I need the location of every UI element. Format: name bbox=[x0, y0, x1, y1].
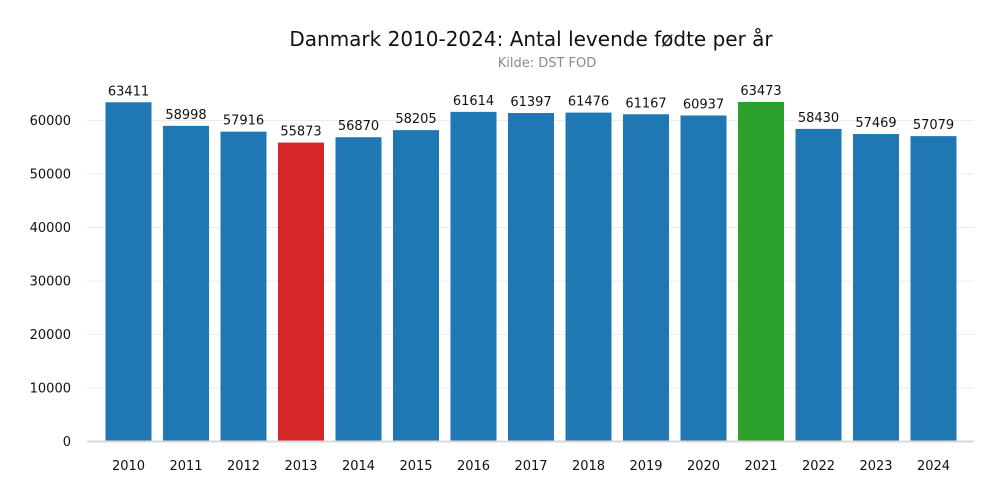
bar-2024 bbox=[910, 136, 957, 442]
bar-value-label-2018: 61476 bbox=[568, 95, 609, 110]
bar-value-label-2011: 58998 bbox=[165, 108, 206, 123]
y-tick-label: 0 bbox=[63, 435, 71, 450]
bar-value-label-2022: 58430 bbox=[798, 111, 839, 126]
bar-2018 bbox=[565, 112, 612, 442]
bar-value-label-2017: 61397 bbox=[510, 95, 551, 110]
bar-2013 bbox=[278, 142, 324, 442]
y-tick-label: 10000 bbox=[30, 382, 71, 397]
bar-value-label-2016: 61614 bbox=[453, 94, 494, 109]
y-tick-label: 40000 bbox=[30, 221, 71, 236]
x-axis-ticks: 2010 2011 2012 2013 2014 2015 2016 2017 2018 2019… bbox=[112, 459, 950, 474]
bars bbox=[105, 101, 957, 442]
bar-2020 bbox=[680, 115, 727, 442]
bar-value-label-2023: 57469 bbox=[855, 116, 896, 131]
x-tick-label-2011: 2011 bbox=[169, 459, 202, 474]
bar-value-label-2014: 56870 bbox=[338, 119, 379, 134]
bar-value-label-2010: 63411 bbox=[108, 84, 149, 99]
x-tick-label-2018: 2018 bbox=[572, 459, 605, 474]
bar-2014 bbox=[335, 137, 382, 442]
bar-value-label-2020: 60937 bbox=[683, 97, 724, 112]
x-tick-label-2016: 2016 bbox=[457, 459, 490, 474]
chart-subtitle: Kilde: DST FOD bbox=[498, 56, 597, 71]
bar-value-label-2015: 58205 bbox=[395, 112, 436, 127]
x-tick-label-2017: 2017 bbox=[514, 459, 547, 474]
x-tick-label-2014: 2014 bbox=[342, 459, 375, 474]
x-tick-label-2023: 2023 bbox=[859, 459, 892, 474]
x-tick-label-2022: 2022 bbox=[802, 459, 835, 474]
bar-2019 bbox=[623, 114, 669, 442]
bar-2015 bbox=[393, 130, 439, 442]
x-tick-label-2021: 2021 bbox=[744, 459, 777, 474]
bar-2012 bbox=[220, 131, 267, 442]
bar-value-label-2013: 55873 bbox=[280, 125, 321, 140]
x-tick-label-2012: 2012 bbox=[227, 459, 260, 474]
bar-2016 bbox=[450, 111, 497, 442]
y-tick-label: 50000 bbox=[30, 168, 71, 183]
bar-value-label-2024: 57079 bbox=[913, 118, 954, 133]
y-tick-label: 30000 bbox=[30, 275, 71, 290]
bar-2023 bbox=[853, 134, 899, 442]
y-tick-label: 60000 bbox=[30, 114, 71, 129]
x-tick-label-2024: 2024 bbox=[917, 459, 950, 474]
chart-title: Danmark 2010-2024: Antal levende fødte p… bbox=[289, 27, 773, 51]
bar-2021 bbox=[738, 101, 784, 442]
bar-value-label-2021: 63473 bbox=[740, 84, 781, 99]
bar-2017 bbox=[508, 113, 554, 442]
bar-2011 bbox=[163, 125, 209, 442]
x-tick-label-2019: 2019 bbox=[629, 459, 662, 474]
bar-value-labels: 63411 58998 57916 55873 56870 58205 61614 61397… bbox=[108, 84, 954, 140]
x-tick-label-2013: 2013 bbox=[284, 459, 317, 474]
x-tick-label-2015: 2015 bbox=[399, 459, 432, 474]
x-tick-label-2020: 2020 bbox=[687, 459, 720, 474]
bar-2010 bbox=[105, 102, 152, 442]
y-tick-label: 20000 bbox=[30, 328, 71, 343]
y-axis-ticks: 0 10000 20000 30000 40000 50000 60000 bbox=[30, 114, 71, 450]
x-tick-label-2010: 2010 bbox=[112, 459, 145, 474]
bar-value-label-2012: 57916 bbox=[223, 114, 264, 129]
bar-2022 bbox=[795, 128, 842, 442]
bar-value-label-2019: 61167 bbox=[625, 96, 666, 111]
